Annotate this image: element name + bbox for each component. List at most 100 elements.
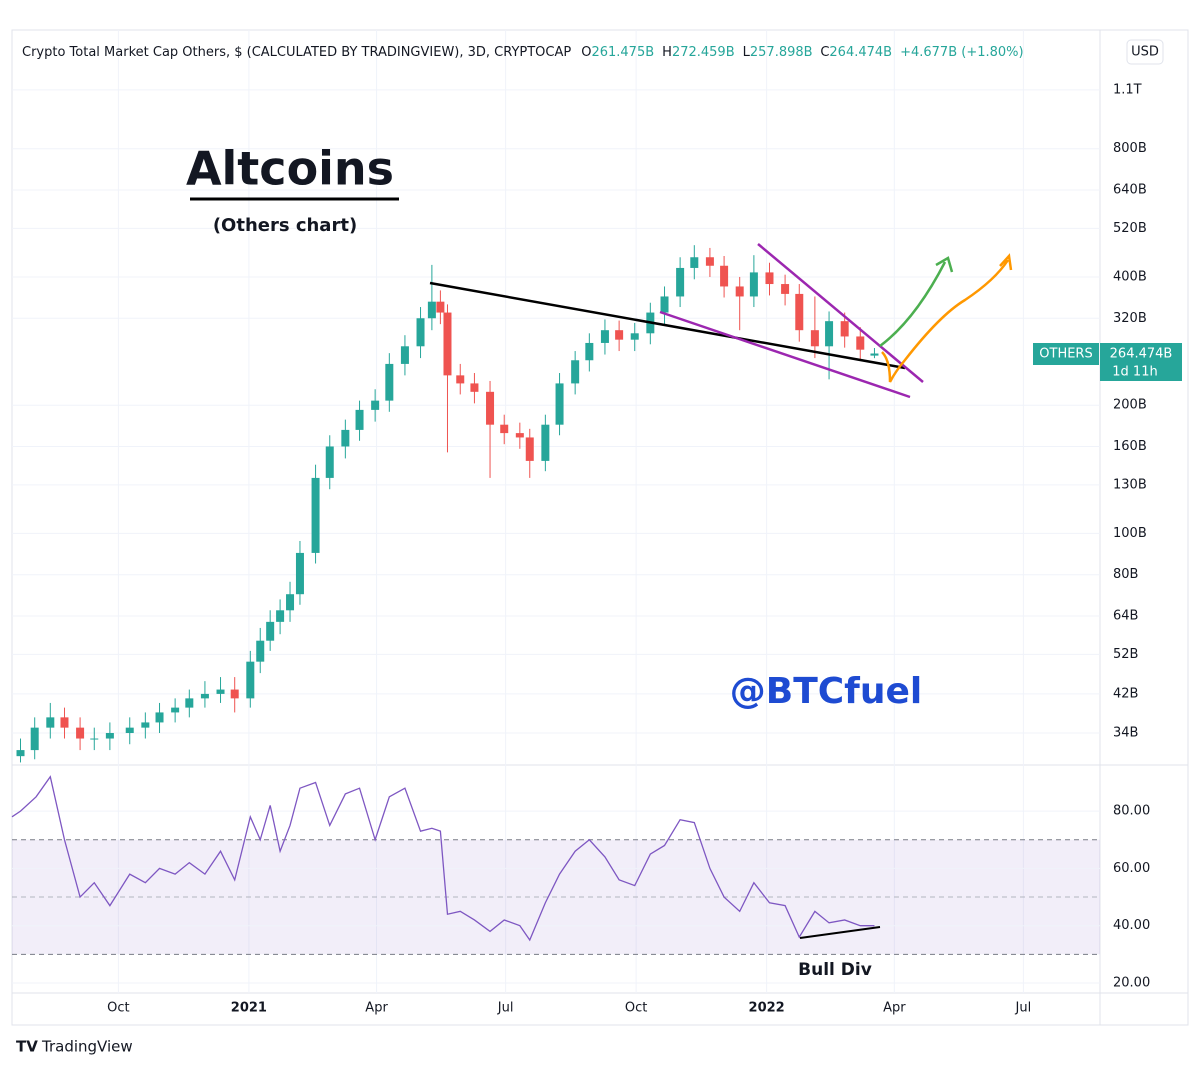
candle-body [385, 363, 394, 401]
y-tick-label: 100B [1113, 526, 1147, 541]
candle-body [870, 353, 879, 356]
candle-body [76, 727, 85, 739]
x-tick-label: Apr [365, 1001, 388, 1016]
green-arrow [879, 256, 954, 348]
x-tick-label: 2021 [231, 1001, 267, 1016]
y-tick-label: 52B [1113, 647, 1138, 662]
candle-body [185, 698, 194, 708]
candle-body [90, 738, 99, 740]
candle-body [840, 321, 849, 337]
candle-body [456, 375, 465, 384]
candle-body [230, 689, 239, 699]
candle-body [46, 717, 55, 728]
y-tick-label: 80.00 [1113, 804, 1150, 819]
y-tick-label: 1.1T [1113, 82, 1142, 97]
price-label: 264.474B [1110, 347, 1173, 362]
candle-body [286, 594, 295, 611]
candle-body [105, 733, 114, 739]
symbol-label: OTHERS [1039, 347, 1092, 362]
y-tick-label: 80B [1113, 567, 1138, 582]
ohlc-key: O [581, 45, 591, 60]
ohlc-value: 272.459B [672, 45, 735, 60]
candle-body [311, 477, 320, 553]
candle-body [16, 750, 25, 757]
grid [12, 30, 1100, 993]
candle-body [341, 429, 350, 447]
candle-body [30, 727, 39, 751]
ohlc-key: H [662, 45, 672, 60]
y-tick-label: 160B [1113, 439, 1147, 454]
candle-body [705, 257, 714, 266]
y-tick-label: 800B [1113, 141, 1147, 156]
currency: USD [1131, 45, 1159, 60]
change: +4.677B (+1.80%) [900, 45, 1024, 60]
ohlc-value: 257.898B [750, 45, 812, 60]
candle-body [856, 336, 865, 350]
candle-body [60, 717, 69, 728]
x-tick-label: Apr [883, 1001, 906, 1016]
candle-body [615, 330, 624, 340]
candle-body [355, 409, 364, 430]
rsi-line [11, 775, 875, 942]
currency-box [1126, 39, 1164, 65]
candle-body [276, 610, 285, 622]
footer: TradingView [41, 1038, 133, 1056]
y-tick-label: 42B [1113, 686, 1138, 701]
candle-body [600, 330, 609, 343]
price-tag [1100, 343, 1182, 381]
candle-body [676, 267, 685, 297]
candle-body [781, 284, 790, 294]
candle-body [765, 272, 774, 285]
candle-body [125, 727, 134, 734]
candle-body [515, 433, 524, 438]
candle-body [585, 342, 594, 361]
header-title: Crypto Total Market Cap Others, $ (CALCU… [22, 45, 571, 60]
candle-body [216, 689, 225, 694]
candle-body [660, 296, 669, 313]
x-tick-label: 2022 [749, 1001, 785, 1016]
candle-body [436, 301, 445, 313]
candle-body [266, 621, 275, 641]
candle-body [200, 693, 209, 699]
y-tick-label: 640B [1113, 183, 1147, 198]
y-tick-label: 200B [1113, 398, 1147, 413]
candle-body [246, 661, 255, 699]
y-tick-label: 400B [1113, 269, 1147, 284]
y-tick-label: 60.00 [1113, 861, 1150, 876]
x-tick-label: Oct [625, 1001, 647, 1016]
trendline [429, 281, 906, 370]
ohlc-value: 264.474B [829, 45, 892, 60]
candle-body [541, 424, 550, 461]
candle-body [630, 333, 639, 340]
candle-body [795, 293, 804, 331]
y-tick-label: 520B [1113, 221, 1147, 236]
y-tick-label: 20.00 [1113, 975, 1150, 990]
candle-body [155, 712, 164, 723]
candle-body [400, 346, 409, 364]
candle-body [525, 437, 534, 461]
x-tick-label: Oct [107, 1001, 129, 1016]
y-tick-label: 34B [1113, 726, 1138, 741]
y-tick-label: 320B [1113, 311, 1147, 326]
marks [11, 245, 879, 942]
wedge-top [757, 243, 924, 383]
candle-body [427, 301, 436, 319]
rsi-annotation: Bull Div [798, 960, 872, 980]
annotation-subtitle: (Others chart) [213, 215, 357, 236]
candle-body [749, 272, 758, 297]
watermark: @BTCfuel [730, 671, 922, 712]
candle-body [256, 640, 265, 662]
y-tick-label: 64B [1113, 608, 1138, 623]
ohlc-key: L [743, 45, 751, 60]
symbol-tag [1033, 343, 1099, 365]
candle-body [371, 400, 380, 410]
candle-body [416, 318, 425, 347]
wedge-bottom [659, 310, 911, 399]
candle-body [295, 552, 304, 595]
y-tick-label: 130B [1113, 477, 1147, 492]
candle-body [571, 360, 580, 384]
header: Crypto Total Market Cap Others, $ (CALCU… [22, 45, 1024, 60]
candle-body [470, 383, 479, 392]
candle-body [825, 321, 834, 347]
candle-body [325, 446, 334, 478]
